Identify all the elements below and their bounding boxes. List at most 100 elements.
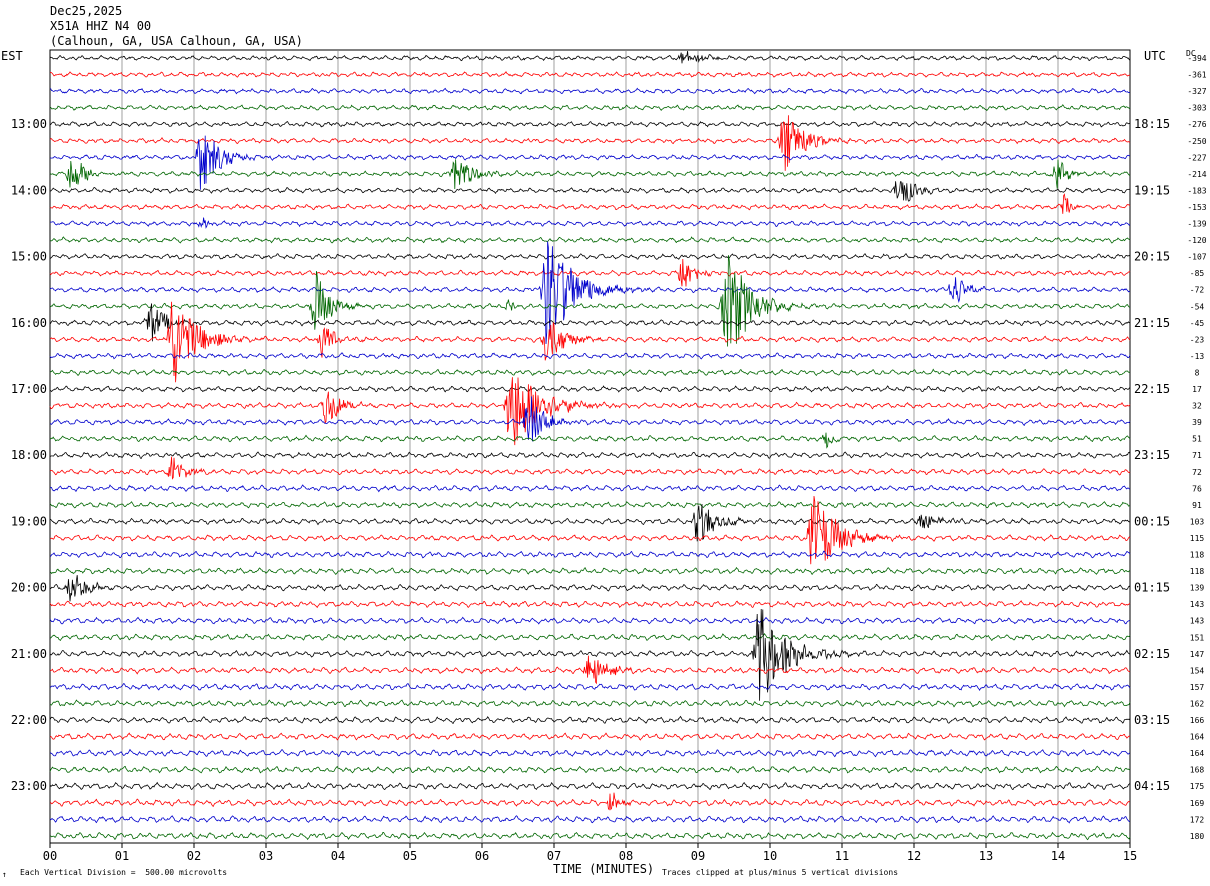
left-hour-label: 21:00 [11,647,47,661]
dc-value-label: 32 [1192,402,1202,411]
trace-line [50,301,1131,383]
trace-line [49,451,1131,460]
vertical-division-note: Each Vertical Division = 500.00 microvol… [20,868,228,877]
dc-value-label: 51 [1192,435,1202,444]
dc-value-label: -85 [1190,269,1205,278]
x-tick-label: 08 [619,849,633,863]
right-hour-label: 22:15 [1134,382,1170,396]
x-tick-label: 04 [331,849,345,863]
corner-mark-icon: ↑ [2,870,7,879]
left-hour-label: 23:00 [11,779,47,793]
clip-note: Traces clipped at plus/minus 5 vertical … [662,868,899,877]
dc-value-label: 147 [1190,650,1205,659]
dc-value-label: -327 [1187,87,1206,96]
x-tick-label: 07 [547,849,561,863]
left-axis-title: EST [1,49,23,63]
x-tick-label: 02 [187,849,201,863]
trace-line [49,732,1131,742]
dc-value-label: -276 [1187,120,1206,129]
x-tick-label: 12 [907,849,921,863]
trace-line [49,566,1131,575]
trace-line [49,456,1131,480]
dc-value-label: 91 [1192,501,1202,510]
left-hour-label: 17:00 [11,382,47,396]
trace-line [49,682,1131,692]
x-tick-label: 14 [1051,849,1065,863]
dc-value-label: -72 [1190,286,1205,295]
x-tick-label: 00 [43,849,57,863]
dc-value-label: -394 [1187,54,1206,63]
trace-line [49,503,1130,542]
trace-line [49,655,1131,685]
x-tick-label: 03 [259,849,273,863]
dc-value-label: -303 [1187,104,1206,113]
trace-line [49,815,1131,824]
trace-line [49,765,1131,774]
trace-line [49,600,1131,609]
trace-line [49,484,1131,493]
right-hour-label: 19:15 [1134,183,1170,197]
dc-value-label: 164 [1190,733,1205,742]
right-hour-label: 23:15 [1134,448,1170,462]
trace-line [49,115,1131,171]
right-hour-label: 03:15 [1134,713,1170,727]
dc-value-label: -120 [1187,236,1206,245]
plot-date: Dec25,2025 [50,4,123,18]
trace-line [49,699,1131,708]
dc-value-label: -214 [1187,170,1206,179]
dc-value-label: -13 [1190,352,1205,361]
trace-line [49,432,1131,449]
left-hour-label: 18:00 [11,448,47,462]
dc-value-label: 164 [1190,749,1205,758]
trace-line [49,748,1131,758]
right-hour-label: 18:15 [1134,117,1170,131]
trace-line [49,193,1131,214]
right-hour-label: 00:15 [1134,514,1170,528]
dc-value-label: -45 [1190,319,1205,328]
trace-line [49,792,1131,811]
trace-line [49,575,1131,602]
dc-value-label: 139 [1190,584,1205,593]
trace-line [49,616,1131,625]
trace-line [49,241,1131,345]
trace-line [49,236,1131,244]
dc-value-label: -139 [1187,220,1206,229]
dc-value-label: 118 [1190,551,1205,560]
x-tick-label: 01 [115,849,129,863]
dc-value-label: 175 [1190,782,1205,791]
dc-value-label: 169 [1190,799,1205,808]
trace-line [49,258,1131,287]
trace-line [49,87,1131,95]
dc-value-label: 39 [1192,418,1202,427]
dc-value-label: 72 [1192,468,1202,477]
trace-line [49,715,1131,724]
x-tick-label: 09 [691,849,705,863]
trace-line [49,135,1131,190]
dc-value-label: 166 [1190,716,1205,725]
dc-value-label: 143 [1190,600,1205,609]
dc-value-label: 157 [1190,683,1205,692]
trace-line [49,608,1131,701]
left-hour-label: 15:00 [11,250,47,264]
x-tick-label: 11 [835,849,849,863]
plot-frame [49,49,1131,844]
trace-line [49,181,1131,202]
right-hour-label: 20:15 [1134,250,1170,264]
left-hour-label: 22:00 [11,713,47,727]
right-hour-label: 21:15 [1134,316,1170,330]
plot-station: X51A HHZ N4 00 [50,19,152,33]
trace-line [49,501,1131,509]
dc-value-label: 154 [1190,666,1205,675]
dc-value-label: -183 [1187,186,1206,195]
right-hour-label: 01:15 [1134,581,1170,595]
trace-line [49,159,1131,190]
dc-value-label: 168 [1190,766,1205,775]
dc-value-label: 151 [1190,633,1205,642]
trace-line [49,303,1131,342]
dc-value-label: 115 [1190,534,1205,543]
trace-line [49,495,1131,565]
trace-line [49,120,1131,128]
trace-line [49,550,1131,559]
right-axis-title: UTC [1144,49,1166,63]
